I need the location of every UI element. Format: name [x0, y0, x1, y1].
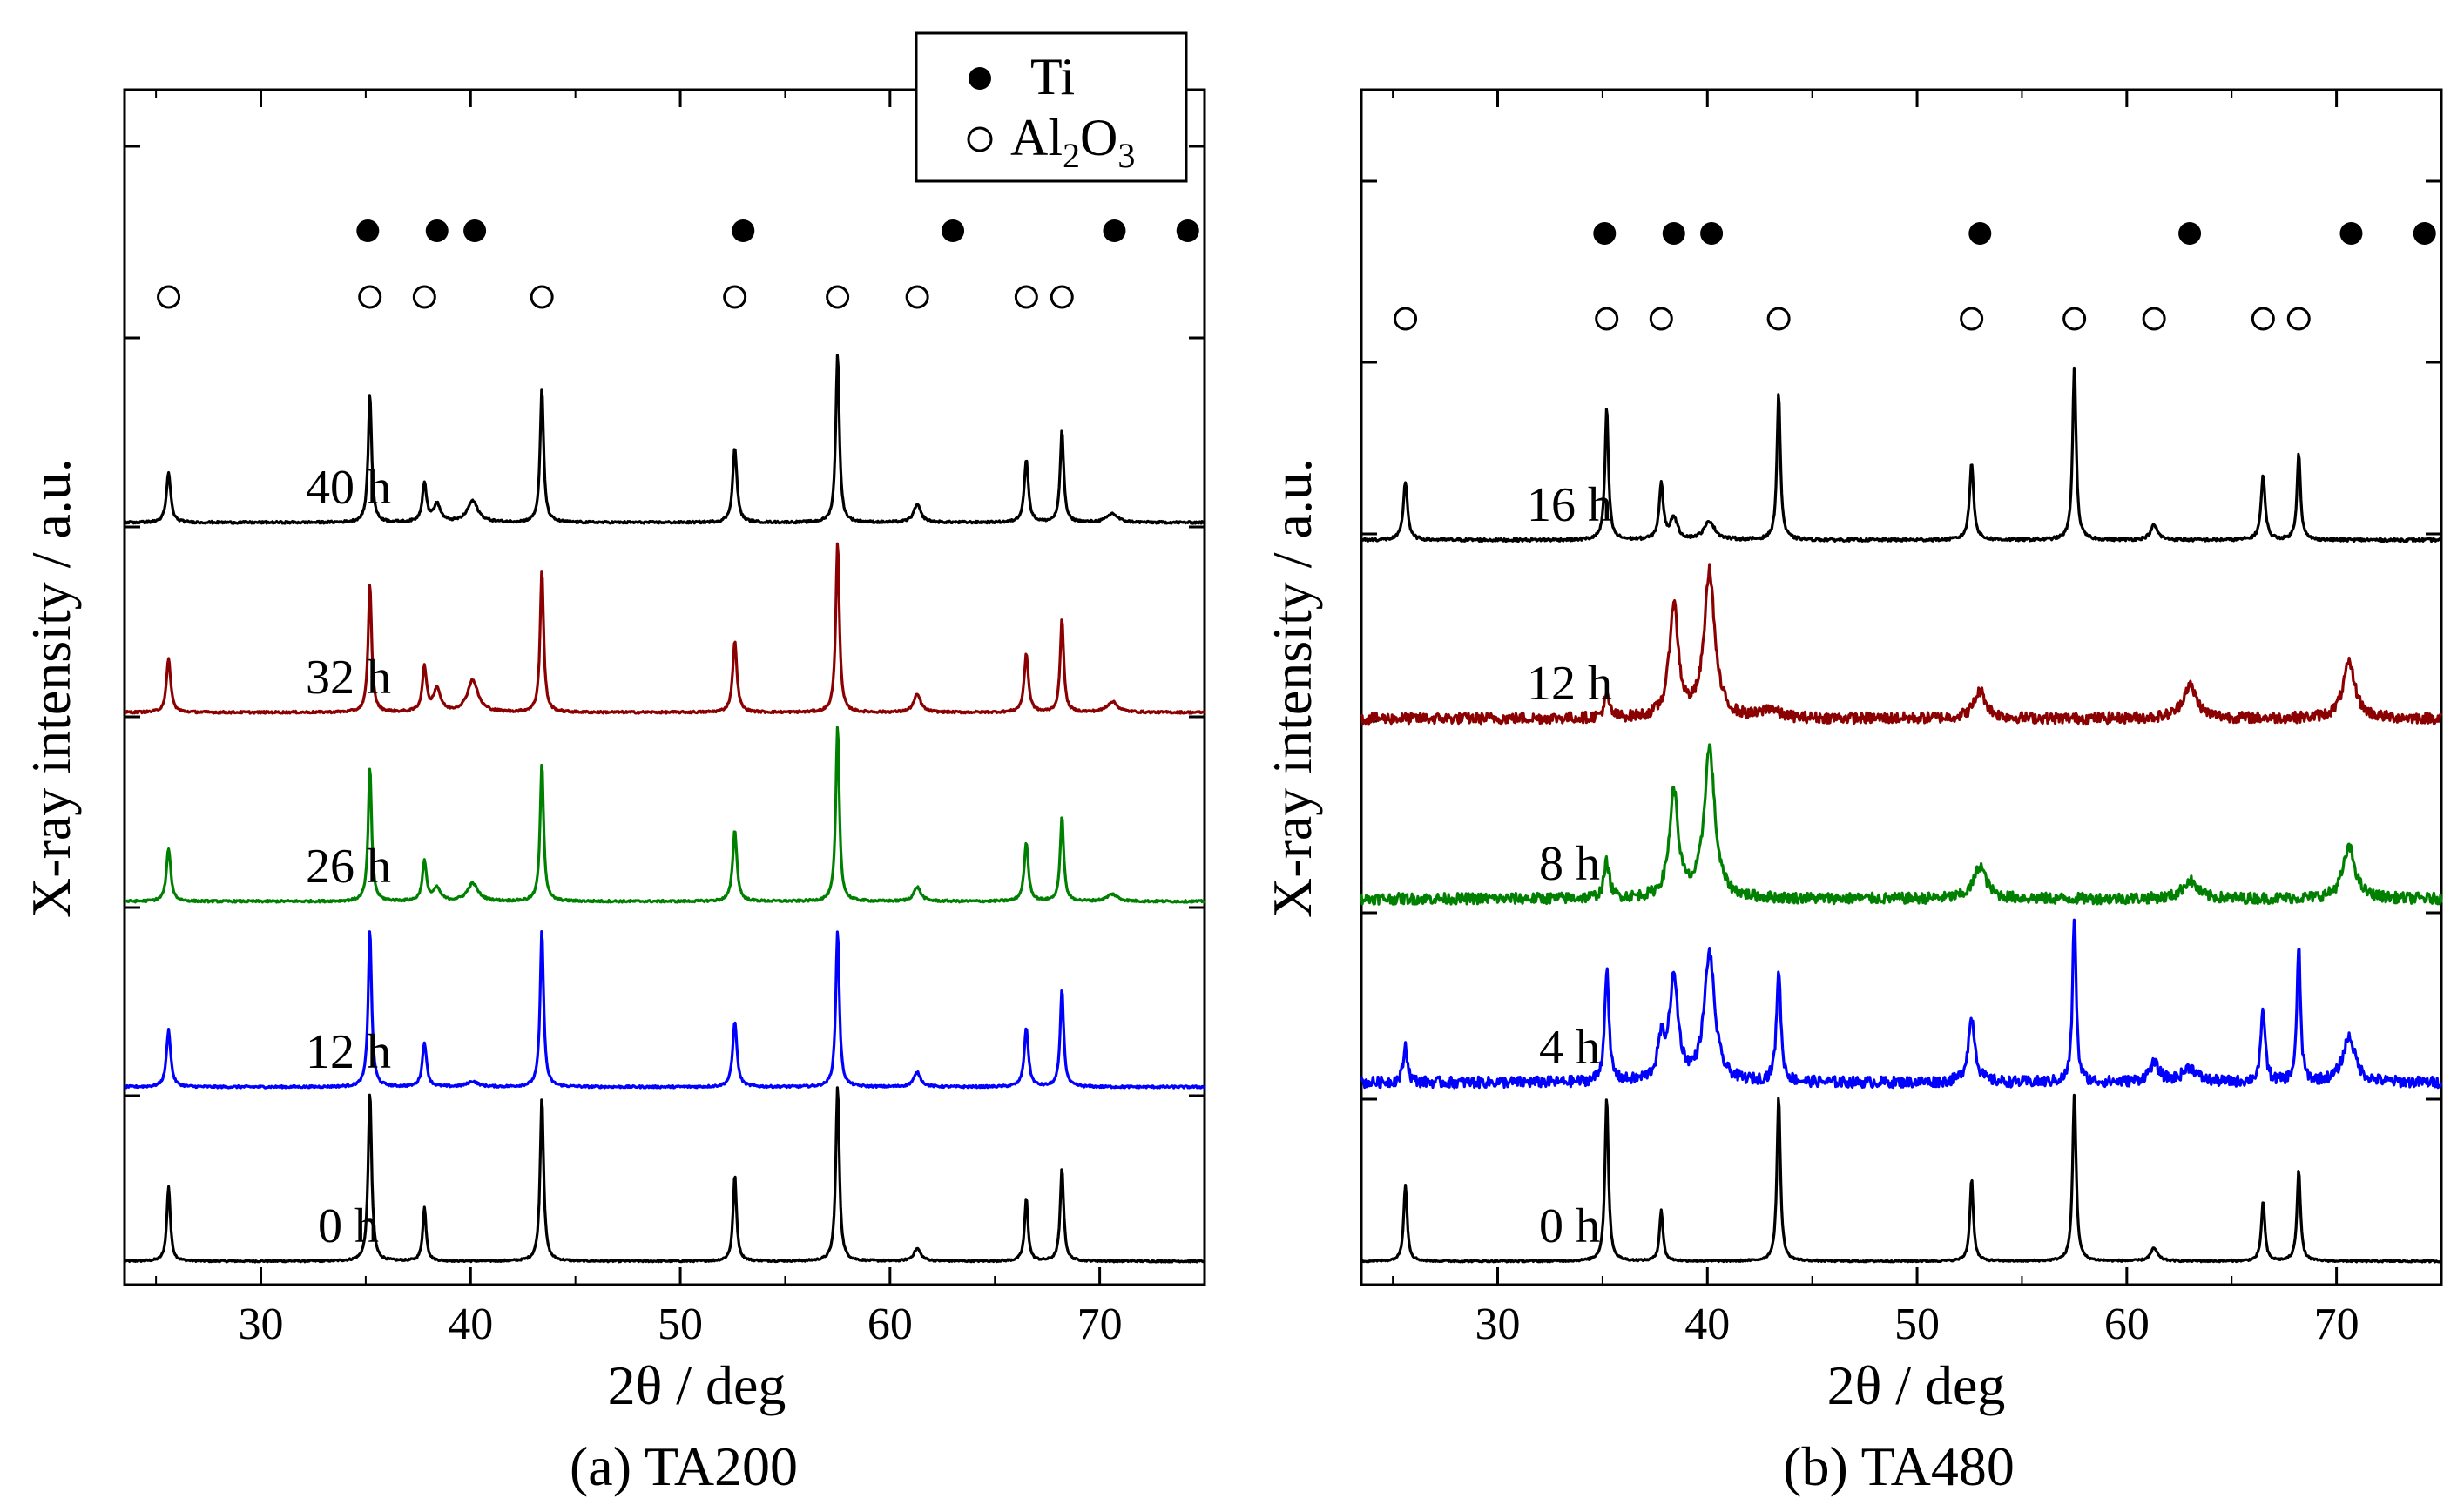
al2o3-legend-label: Al2O3 — [1010, 109, 1135, 175]
series-label: 12 h — [306, 1025, 391, 1079]
x-tick-label: 50 — [1894, 1299, 1940, 1349]
panel-b-ta480: 30 40 50 60 70 0 h 4 h 8 h 12 h 16 h 2θ / deg (b… — [1261, 88, 2443, 1497]
legend: Ti Al2O3 — [915, 31, 1188, 183]
series-line-0h — [124, 1086, 1206, 1264]
x-axis-ticks-a: 30 40 50 60 70 — [155, 90, 1205, 1349]
x-tick-label: 50 — [658, 1299, 703, 1349]
phase-markers-a — [157, 219, 1199, 309]
ti-peak-marker — [1176, 219, 1199, 242]
series-label: 16 h — [1527, 478, 1612, 532]
al2o3-peak-marker — [358, 285, 382, 309]
x-axis-label-b: 2θ / deg — [1827, 1354, 2006, 1416]
al2o3-peak-marker — [2251, 307, 2275, 331]
plot-frame-a — [123, 88, 1206, 1286]
al2o3-peak-marker — [2142, 307, 2166, 331]
series-label: 8 h — [1539, 837, 1600, 891]
al2o3-peak-marker — [2286, 307, 2311, 331]
plot-frame-b — [1360, 88, 2443, 1286]
series-group-b — [1360, 366, 2443, 1264]
al2o3-peak-marker — [530, 285, 554, 309]
al2o3-peak-marker — [1766, 307, 1791, 331]
ti-peak-marker — [1700, 222, 1724, 245]
ti-peak-marker — [1662, 222, 1685, 245]
ti-peak-marker — [1103, 219, 1126, 242]
legend-box — [915, 31, 1188, 183]
x-tick-label: 60 — [867, 1299, 913, 1349]
al2o3-peak-marker — [1595, 307, 1619, 331]
al2o3-peak-marker — [1960, 307, 1984, 331]
series-line-32h — [124, 542, 1206, 715]
series-line-40h — [124, 354, 1206, 525]
al2o3-peak-marker — [1050, 285, 1074, 309]
series-label: 4 h — [1539, 1021, 1600, 1075]
ti-peak-marker — [2339, 222, 2363, 245]
ti-peak-marker — [2178, 222, 2202, 245]
al2o3-peak-marker — [1014, 285, 1038, 309]
panel-a-ta200: 30 40 50 60 70 0 h12 h26 h32 h40 h 2θ / deg … — [20, 88, 1206, 1497]
al2o3-peak-marker — [412, 285, 436, 309]
series-label: 26 h — [306, 840, 391, 894]
series-line-0h — [1360, 1093, 2443, 1264]
al2o3-peak-marker — [1394, 307, 1418, 331]
al2o3-peak-marker — [2062, 307, 2087, 331]
ti-peak-marker — [425, 219, 449, 242]
x-tick-label: 40 — [1684, 1299, 1730, 1349]
x-tick-label: 40 — [448, 1299, 493, 1349]
al2o3-peak-marker — [905, 285, 929, 309]
x-tick-label: 30 — [239, 1299, 284, 1349]
series-line-26h — [124, 726, 1205, 904]
series-group-a — [124, 354, 1206, 1264]
series-line-4h — [1360, 918, 2443, 1090]
al2o3-peak-marker — [723, 285, 747, 309]
ti-peak-marker — [2413, 222, 2436, 245]
series-label: 40 h — [306, 461, 391, 515]
ti-peak-marker — [942, 219, 965, 242]
x-tick-label: 60 — [2104, 1299, 2150, 1349]
ti-peak-marker — [732, 219, 755, 242]
panel-title-b: (b) TA480 — [1783, 1435, 2015, 1497]
series-labels-b: 0 h 4 h 8 h 12 h 16 h — [1527, 478, 1612, 1253]
series-label: 0 h — [318, 1199, 379, 1253]
x-tick-label: 70 — [1077, 1299, 1123, 1349]
al2o3-peak-marker — [1649, 307, 1673, 331]
al2o3-legend-marker — [967, 126, 993, 152]
x-axis-ticks-b: 30 40 50 60 70 — [1392, 90, 2442, 1349]
y-axis-label-b: X-ray intensity / a.u. — [1261, 458, 1323, 918]
al2o3-peak-marker — [826, 285, 850, 309]
x-tick-label: 70 — [2314, 1299, 2359, 1349]
series-line-12h — [124, 929, 1205, 1090]
ti-peak-marker — [1593, 222, 1617, 245]
x-axis-label-a: 2θ / deg — [608, 1354, 786, 1416]
ti-peak-marker — [1968, 222, 1992, 245]
y-axis-ticks-a — [125, 145, 1205, 1097]
series-line-8h — [1360, 743, 2443, 906]
series-line-12h — [1360, 563, 2443, 726]
al2o3-peak-marker — [157, 285, 181, 309]
x-tick-label: 30 — [1475, 1299, 1521, 1349]
series-labels-a: 0 h 12 h 26 h 32 h 40 h — [306, 461, 391, 1253]
phase-markers-b — [1394, 222, 2436, 331]
series-label: 12 h — [1527, 657, 1612, 711]
ti-peak-marker — [356, 219, 380, 242]
panel-title-a: (a) TA200 — [570, 1435, 798, 1497]
ti-legend-marker — [969, 67, 991, 90]
y-axis-label-a: X-ray intensity / a.u. — [20, 458, 82, 918]
series-line-16h — [1360, 366, 2443, 543]
y-axis-ticks-b — [1361, 179, 2441, 1101]
series-label: 0 h — [1539, 1199, 1600, 1253]
series-label: 32 h — [306, 651, 391, 705]
ti-legend-label: Ti — [1030, 48, 1075, 105]
ti-peak-marker — [463, 219, 487, 242]
